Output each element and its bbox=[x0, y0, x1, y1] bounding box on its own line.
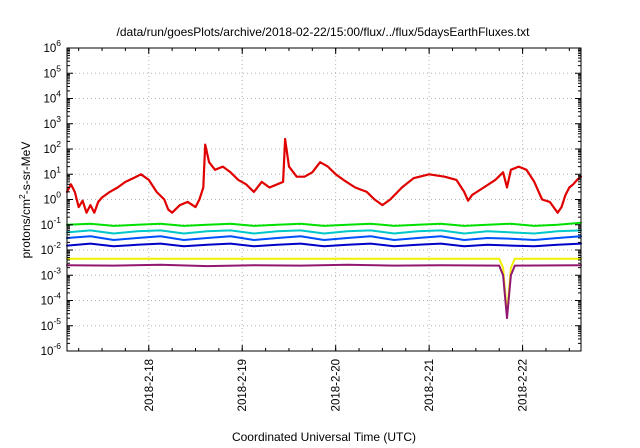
y-tick-label: 103 bbox=[43, 114, 61, 131]
y-tick-label: 10-3 bbox=[41, 265, 62, 282]
y-tick-label: 106 bbox=[43, 38, 61, 55]
y-tick-label-exponent: 2 bbox=[56, 139, 61, 149]
series-line-4 bbox=[66, 235, 582, 241]
y-tick-label: 101 bbox=[43, 164, 61, 181]
x-tick-label: 2018-2-19 bbox=[237, 359, 249, 411]
y-tick-label-exponent: -1 bbox=[53, 215, 61, 225]
x-tick-label: 2018-2-22 bbox=[518, 359, 530, 411]
axis-ticks bbox=[67, 47, 581, 352]
y-tick-label-exponent: 1 bbox=[56, 164, 61, 174]
y-axis-tick-labels: 10-610-510-410-310-210-11001011021031041… bbox=[41, 38, 62, 358]
series-group bbox=[65, 137, 583, 320]
series-line-6 bbox=[66, 257, 582, 315]
y-tick-label-exponent: 0 bbox=[56, 190, 61, 200]
y-tick-label: 105 bbox=[43, 63, 61, 80]
y-tick-label-base: 10 bbox=[41, 220, 54, 232]
x-tick-label: 2018-2-18 bbox=[144, 359, 156, 411]
y-tick-label-base: 10 bbox=[43, 68, 56, 80]
y-tick-label-base: 10 bbox=[43, 119, 56, 131]
y-tick-label: 102 bbox=[43, 139, 61, 156]
y-tick-label-exponent: -3 bbox=[53, 265, 61, 275]
y-tick-label: 10-5 bbox=[41, 316, 62, 333]
y-tick-label-base: 10 bbox=[43, 169, 56, 181]
y-tick-label-base: 10 bbox=[43, 144, 56, 156]
y-tick-label-base: 10 bbox=[41, 321, 54, 333]
y-tick-label-base: 10 bbox=[41, 296, 54, 308]
y-tick-label: 100 bbox=[43, 190, 61, 207]
x-axis-label: Coordinated Universal Time (UTC) bbox=[232, 430, 416, 444]
x-tick-label: 2018-2-21 bbox=[424, 359, 436, 411]
y-tick-label-exponent: -6 bbox=[53, 341, 61, 351]
y-tick-label: 10-2 bbox=[41, 240, 62, 257]
chart-title: /data/run/goesPlots/archive/2018-02-22/1… bbox=[117, 25, 531, 39]
y-tick-label: 10-4 bbox=[41, 291, 62, 308]
y-tick-label-base: 10 bbox=[43, 195, 56, 207]
series-line-3 bbox=[66, 229, 582, 235]
y-tick-label-exponent: -5 bbox=[53, 316, 61, 326]
y-axis-label-suffix: -s-sr-MeV bbox=[19, 142, 33, 195]
y-axis-label-superscript: 2 bbox=[17, 194, 27, 199]
y-axis-label-prefix: protons/cm bbox=[19, 199, 33, 258]
y-tick-label-exponent: 5 bbox=[56, 63, 61, 73]
y-axis-label: protons/cm2-s-sr-MeV bbox=[17, 142, 33, 259]
y-tick-label: 10-6 bbox=[41, 341, 62, 358]
y-tick-label-base: 10 bbox=[43, 43, 56, 55]
series-line-7 bbox=[66, 263, 582, 320]
y-tick-label: 10-1 bbox=[41, 215, 62, 232]
y-tick-label: 104 bbox=[43, 89, 61, 106]
y-tick-label-base: 10 bbox=[41, 245, 54, 257]
series-line-2 bbox=[66, 221, 582, 227]
y-tick-label-exponent: 6 bbox=[56, 38, 61, 48]
x-tick-label: 2018-2-20 bbox=[331, 359, 343, 411]
y-tick-label-base: 10 bbox=[43, 94, 56, 106]
y-tick-label-exponent: 4 bbox=[56, 89, 61, 99]
y-tick-label-exponent: 3 bbox=[56, 114, 61, 124]
x-axis-tick-labels: 2018-2-18 2018-2-19 2018-2-20 2018-2-21 2018… bbox=[144, 359, 530, 411]
y-tick-label-exponent: -2 bbox=[53, 240, 61, 250]
series-line-5 bbox=[66, 242, 582, 248]
y-tick-label-base: 10 bbox=[41, 346, 54, 358]
series-line-1 bbox=[65, 137, 583, 214]
y-tick-label-base: 10 bbox=[41, 270, 54, 282]
y-tick-label-exponent: -4 bbox=[53, 291, 61, 301]
